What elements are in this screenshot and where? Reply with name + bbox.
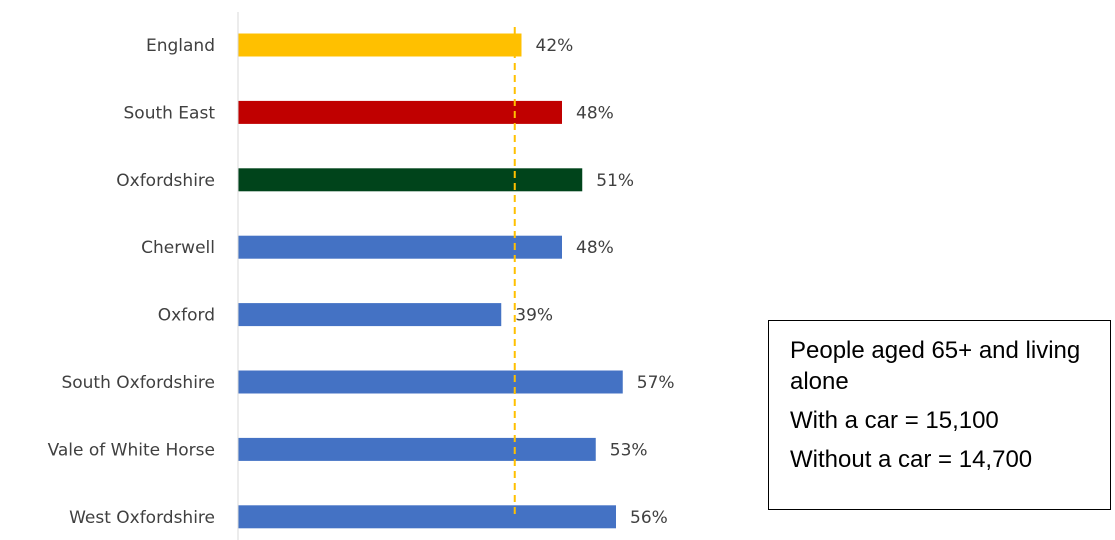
bar-west-oxfordshire xyxy=(238,505,616,529)
bar-vale-of-white-horse xyxy=(238,437,596,461)
category-label-cherwell: Cherwell xyxy=(141,238,215,258)
bar-oxford xyxy=(238,303,502,327)
labels-layer: England 42% South East 48% Oxfordshire 51% Che… xyxy=(48,36,675,528)
bars-layer xyxy=(238,33,623,529)
bar-south-east xyxy=(238,100,562,124)
category-label-south-oxfordshire: South Oxfordshire xyxy=(61,373,215,393)
category-label-west-oxfordshire: West Oxfordshire xyxy=(69,508,215,528)
value-label-oxford: 39% xyxy=(515,306,553,326)
bar-oxfordshire xyxy=(238,168,583,192)
value-label-south-oxfordshire: 57% xyxy=(637,373,675,393)
info-box-title: People aged 65+ and living alone xyxy=(790,337,1081,395)
info-box: People aged 65+ and living alone With a … xyxy=(768,320,1111,510)
category-label-oxford: Oxford xyxy=(158,306,215,326)
value-label-cherwell: 48% xyxy=(576,238,614,258)
bar-cherwell xyxy=(238,235,562,259)
value-label-oxfordshire: 51% xyxy=(596,171,634,191)
bar-england xyxy=(238,33,522,57)
category-label-england: England xyxy=(146,36,215,56)
info-box-without-car: Without a car = 14,700 xyxy=(790,446,1033,473)
info-box-with-car: With a car = 15,100 xyxy=(790,407,999,434)
value-label-south-east: 48% xyxy=(576,103,614,123)
category-label-vale-of-white-horse: Vale of White Horse xyxy=(48,440,215,460)
bar-chart: England 42% South East 48% Oxfordshire 51% Che… xyxy=(48,12,675,540)
bar-south-oxfordshire xyxy=(238,370,623,394)
value-label-west-oxfordshire: 56% xyxy=(630,508,668,528)
category-label-south-east: South East xyxy=(124,103,216,123)
category-label-oxfordshire: Oxfordshire xyxy=(116,171,215,191)
value-label-vale-of-white-horse: 53% xyxy=(610,440,648,460)
value-label-england: 42% xyxy=(536,36,574,56)
